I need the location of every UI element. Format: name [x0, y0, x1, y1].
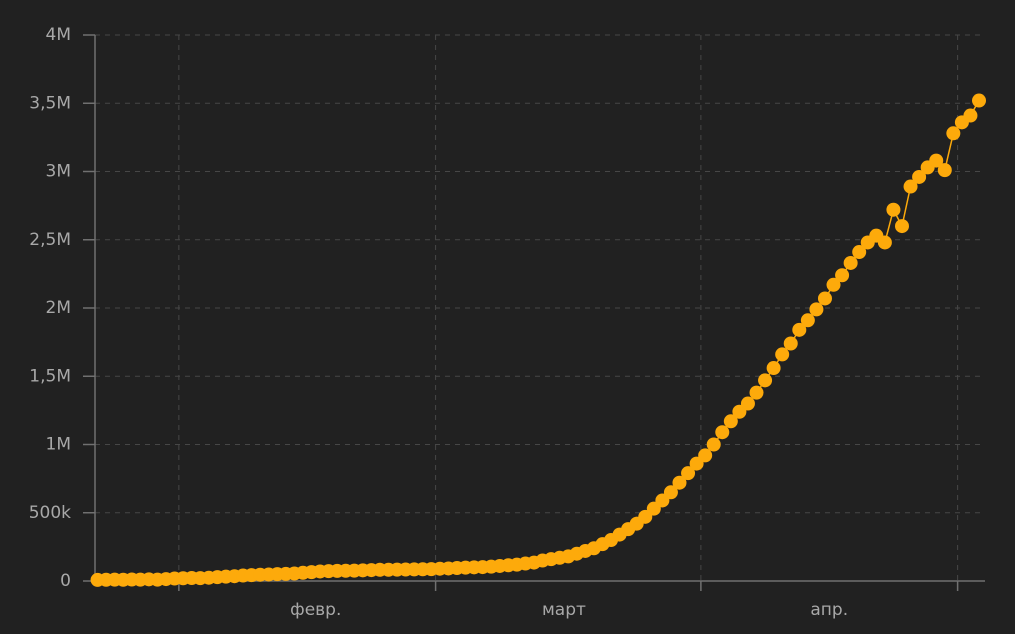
data-point: [877, 235, 892, 250]
y-tick-label: 500k: [29, 503, 71, 523]
data-point: [972, 93, 987, 108]
data-point: [826, 277, 841, 292]
data-point: [852, 245, 867, 260]
data-point: [817, 291, 832, 306]
data-point: [809, 302, 824, 317]
y-tick-label: 2,5M: [29, 230, 71, 250]
data-point: [912, 169, 927, 184]
data-point: [800, 313, 815, 328]
data-point: [963, 108, 978, 123]
data-point: [946, 126, 961, 141]
data-point: [698, 448, 713, 463]
data-point: [723, 414, 738, 429]
data-point: [681, 466, 696, 481]
y-tick-label: 3,5M: [29, 93, 71, 113]
data-point: [749, 385, 764, 400]
data-point: [886, 202, 901, 217]
data-point: [843, 255, 858, 270]
data-point: [783, 336, 798, 351]
data-point: [706, 437, 721, 452]
y-tick-label: 0: [60, 571, 71, 591]
data-point: [937, 163, 952, 178]
data-point: [766, 361, 781, 376]
data-point: [672, 475, 687, 490]
series-line: [97, 100, 980, 581]
x-tick-label: февр.: [290, 600, 341, 620]
data-point: [715, 425, 730, 440]
y-tick-label: 2M: [46, 298, 71, 318]
x-tick-label: март: [542, 600, 586, 620]
data-point: [758, 373, 773, 388]
data-point: [740, 396, 755, 411]
y-tick-label: 1,5M: [29, 366, 71, 386]
data-point: [775, 347, 790, 362]
data-point: [929, 153, 944, 168]
data-point: [663, 485, 678, 500]
x-tick-label: апр.: [810, 600, 848, 620]
y-tick-label: 4M: [46, 25, 71, 45]
y-tick-label: 3M: [46, 162, 71, 182]
data-point: [903, 179, 918, 194]
data-point: [835, 268, 850, 283]
data-point: [792, 322, 807, 337]
data-point: [894, 219, 909, 234]
y-tick-label: 1M: [46, 435, 71, 455]
